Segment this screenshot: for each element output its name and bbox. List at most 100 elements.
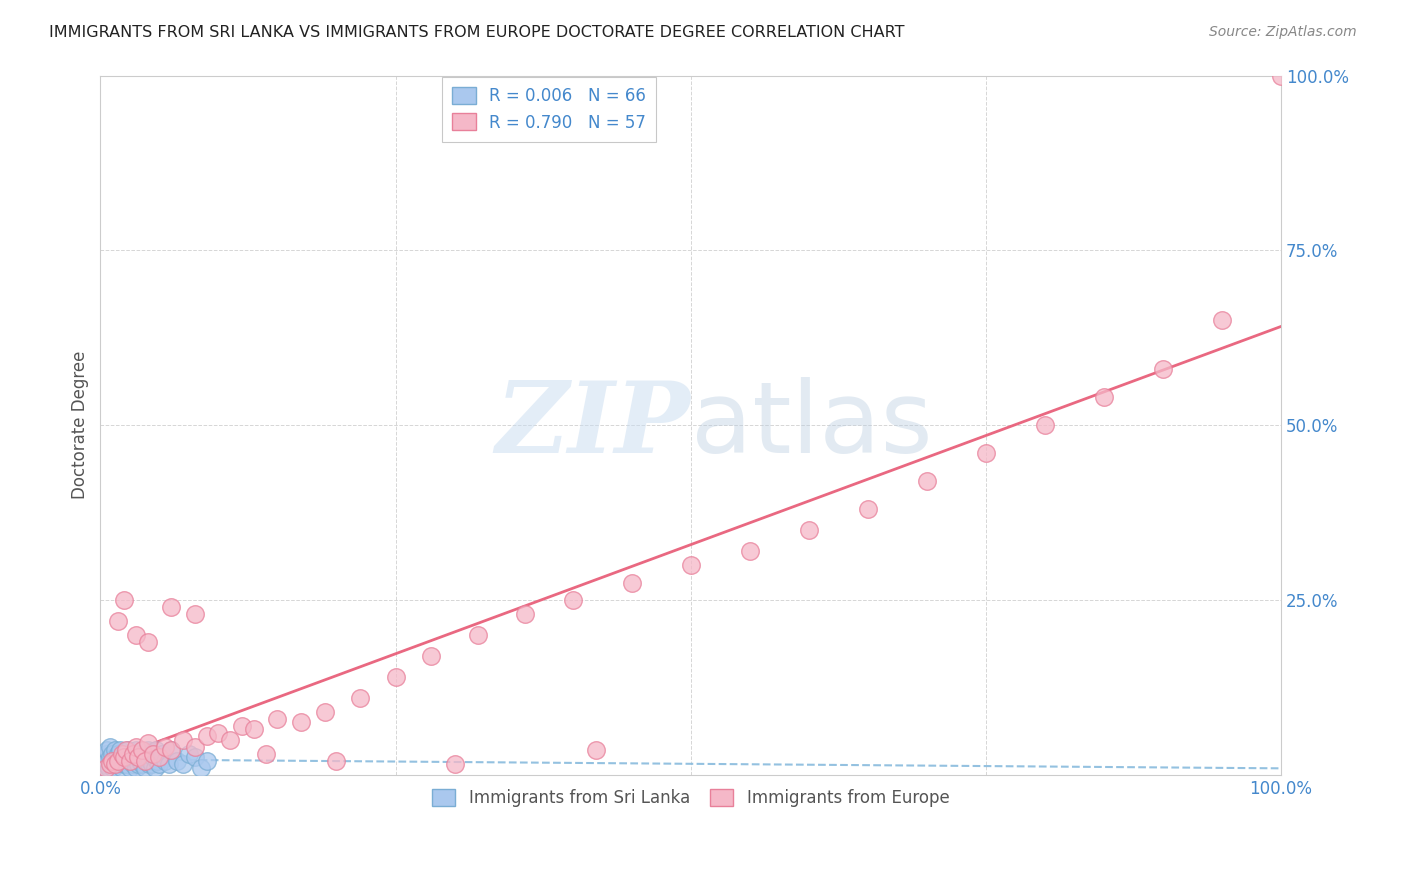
- Point: [915, 474, 938, 488]
- Point: [104, 757, 127, 772]
- Point: [349, 690, 371, 705]
- Point: [195, 754, 218, 768]
- Point: [127, 750, 149, 764]
- Point: [129, 754, 152, 768]
- Point: [419, 648, 441, 663]
- Point: [1152, 362, 1174, 376]
- Point: [157, 757, 180, 772]
- Point: [148, 757, 170, 772]
- Point: [132, 747, 155, 761]
- Point: [141, 757, 163, 772]
- Point: [184, 607, 207, 621]
- Point: [150, 747, 173, 761]
- Point: [243, 723, 266, 737]
- Point: [112, 747, 135, 761]
- Point: [101, 754, 124, 768]
- Text: ZIP: ZIP: [496, 377, 690, 474]
- Point: [155, 754, 177, 768]
- Point: [177, 747, 200, 761]
- Point: [107, 754, 129, 768]
- Point: [103, 750, 125, 764]
- Point: [207, 726, 229, 740]
- Point: [139, 747, 162, 761]
- Point: [467, 628, 489, 642]
- Point: [136, 736, 159, 750]
- Point: [143, 761, 166, 775]
- Point: [110, 747, 132, 761]
- Point: [122, 747, 145, 761]
- Point: [91, 757, 114, 772]
- Point: [111, 750, 134, 764]
- Point: [125, 743, 148, 757]
- Point: [160, 599, 183, 614]
- Point: [96, 747, 118, 761]
- Text: IMMIGRANTS FROM SRI LANKA VS IMMIGRANTS FROM EUROPE DOCTORATE DEGREE CORRELATION: IMMIGRANTS FROM SRI LANKA VS IMMIGRANTS …: [49, 25, 904, 40]
- Point: [94, 761, 117, 775]
- Point: [115, 757, 138, 772]
- Point: [172, 757, 194, 772]
- Point: [146, 754, 169, 768]
- Point: [121, 747, 143, 761]
- Point: [134, 761, 156, 775]
- Point: [93, 750, 115, 764]
- Point: [142, 747, 165, 761]
- Point: [142, 750, 165, 764]
- Point: [98, 739, 121, 754]
- Point: [190, 761, 212, 775]
- Point: [1270, 69, 1292, 83]
- Point: [124, 754, 146, 768]
- Point: [679, 558, 702, 572]
- Point: [1092, 390, 1115, 404]
- Point: [195, 730, 218, 744]
- Text: atlas: atlas: [690, 376, 932, 474]
- Point: [97, 761, 120, 775]
- Point: [110, 761, 132, 775]
- Point: [219, 732, 242, 747]
- Point: [974, 446, 997, 460]
- Point: [120, 750, 142, 764]
- Point: [103, 761, 125, 775]
- Point: [108, 754, 131, 768]
- Point: [561, 593, 583, 607]
- Point: [166, 754, 188, 768]
- Legend: Immigrants from Sri Lanka, Immigrants from Europe: Immigrants from Sri Lanka, Immigrants fr…: [423, 780, 957, 815]
- Point: [325, 754, 347, 768]
- Point: [112, 593, 135, 607]
- Point: [103, 743, 125, 757]
- Point: [160, 743, 183, 757]
- Point: [620, 575, 643, 590]
- Point: [856, 502, 879, 516]
- Point: [125, 761, 148, 775]
- Point: [118, 754, 141, 768]
- Point: [118, 754, 141, 768]
- Point: [115, 743, 138, 757]
- Point: [112, 750, 135, 764]
- Point: [96, 743, 118, 757]
- Point: [136, 635, 159, 649]
- Point: [155, 739, 177, 754]
- Point: [314, 705, 336, 719]
- Point: [125, 739, 148, 754]
- Point: [101, 754, 124, 768]
- Point: [96, 757, 118, 772]
- Point: [103, 757, 125, 772]
- Point: [184, 739, 207, 754]
- Point: [139, 754, 162, 768]
- Point: [145, 743, 167, 757]
- Point: [110, 743, 132, 757]
- Point: [105, 754, 128, 768]
- Point: [184, 750, 207, 764]
- Point: [131, 757, 153, 772]
- Point: [100, 757, 122, 772]
- Point: [138, 757, 160, 772]
- Point: [148, 750, 170, 764]
- Point: [101, 747, 124, 761]
- Point: [125, 750, 148, 764]
- Point: [1211, 313, 1233, 327]
- Point: [738, 544, 761, 558]
- Point: [515, 607, 537, 621]
- Point: [1033, 418, 1056, 433]
- Point: [117, 743, 139, 757]
- Point: [114, 754, 136, 768]
- Point: [112, 757, 135, 772]
